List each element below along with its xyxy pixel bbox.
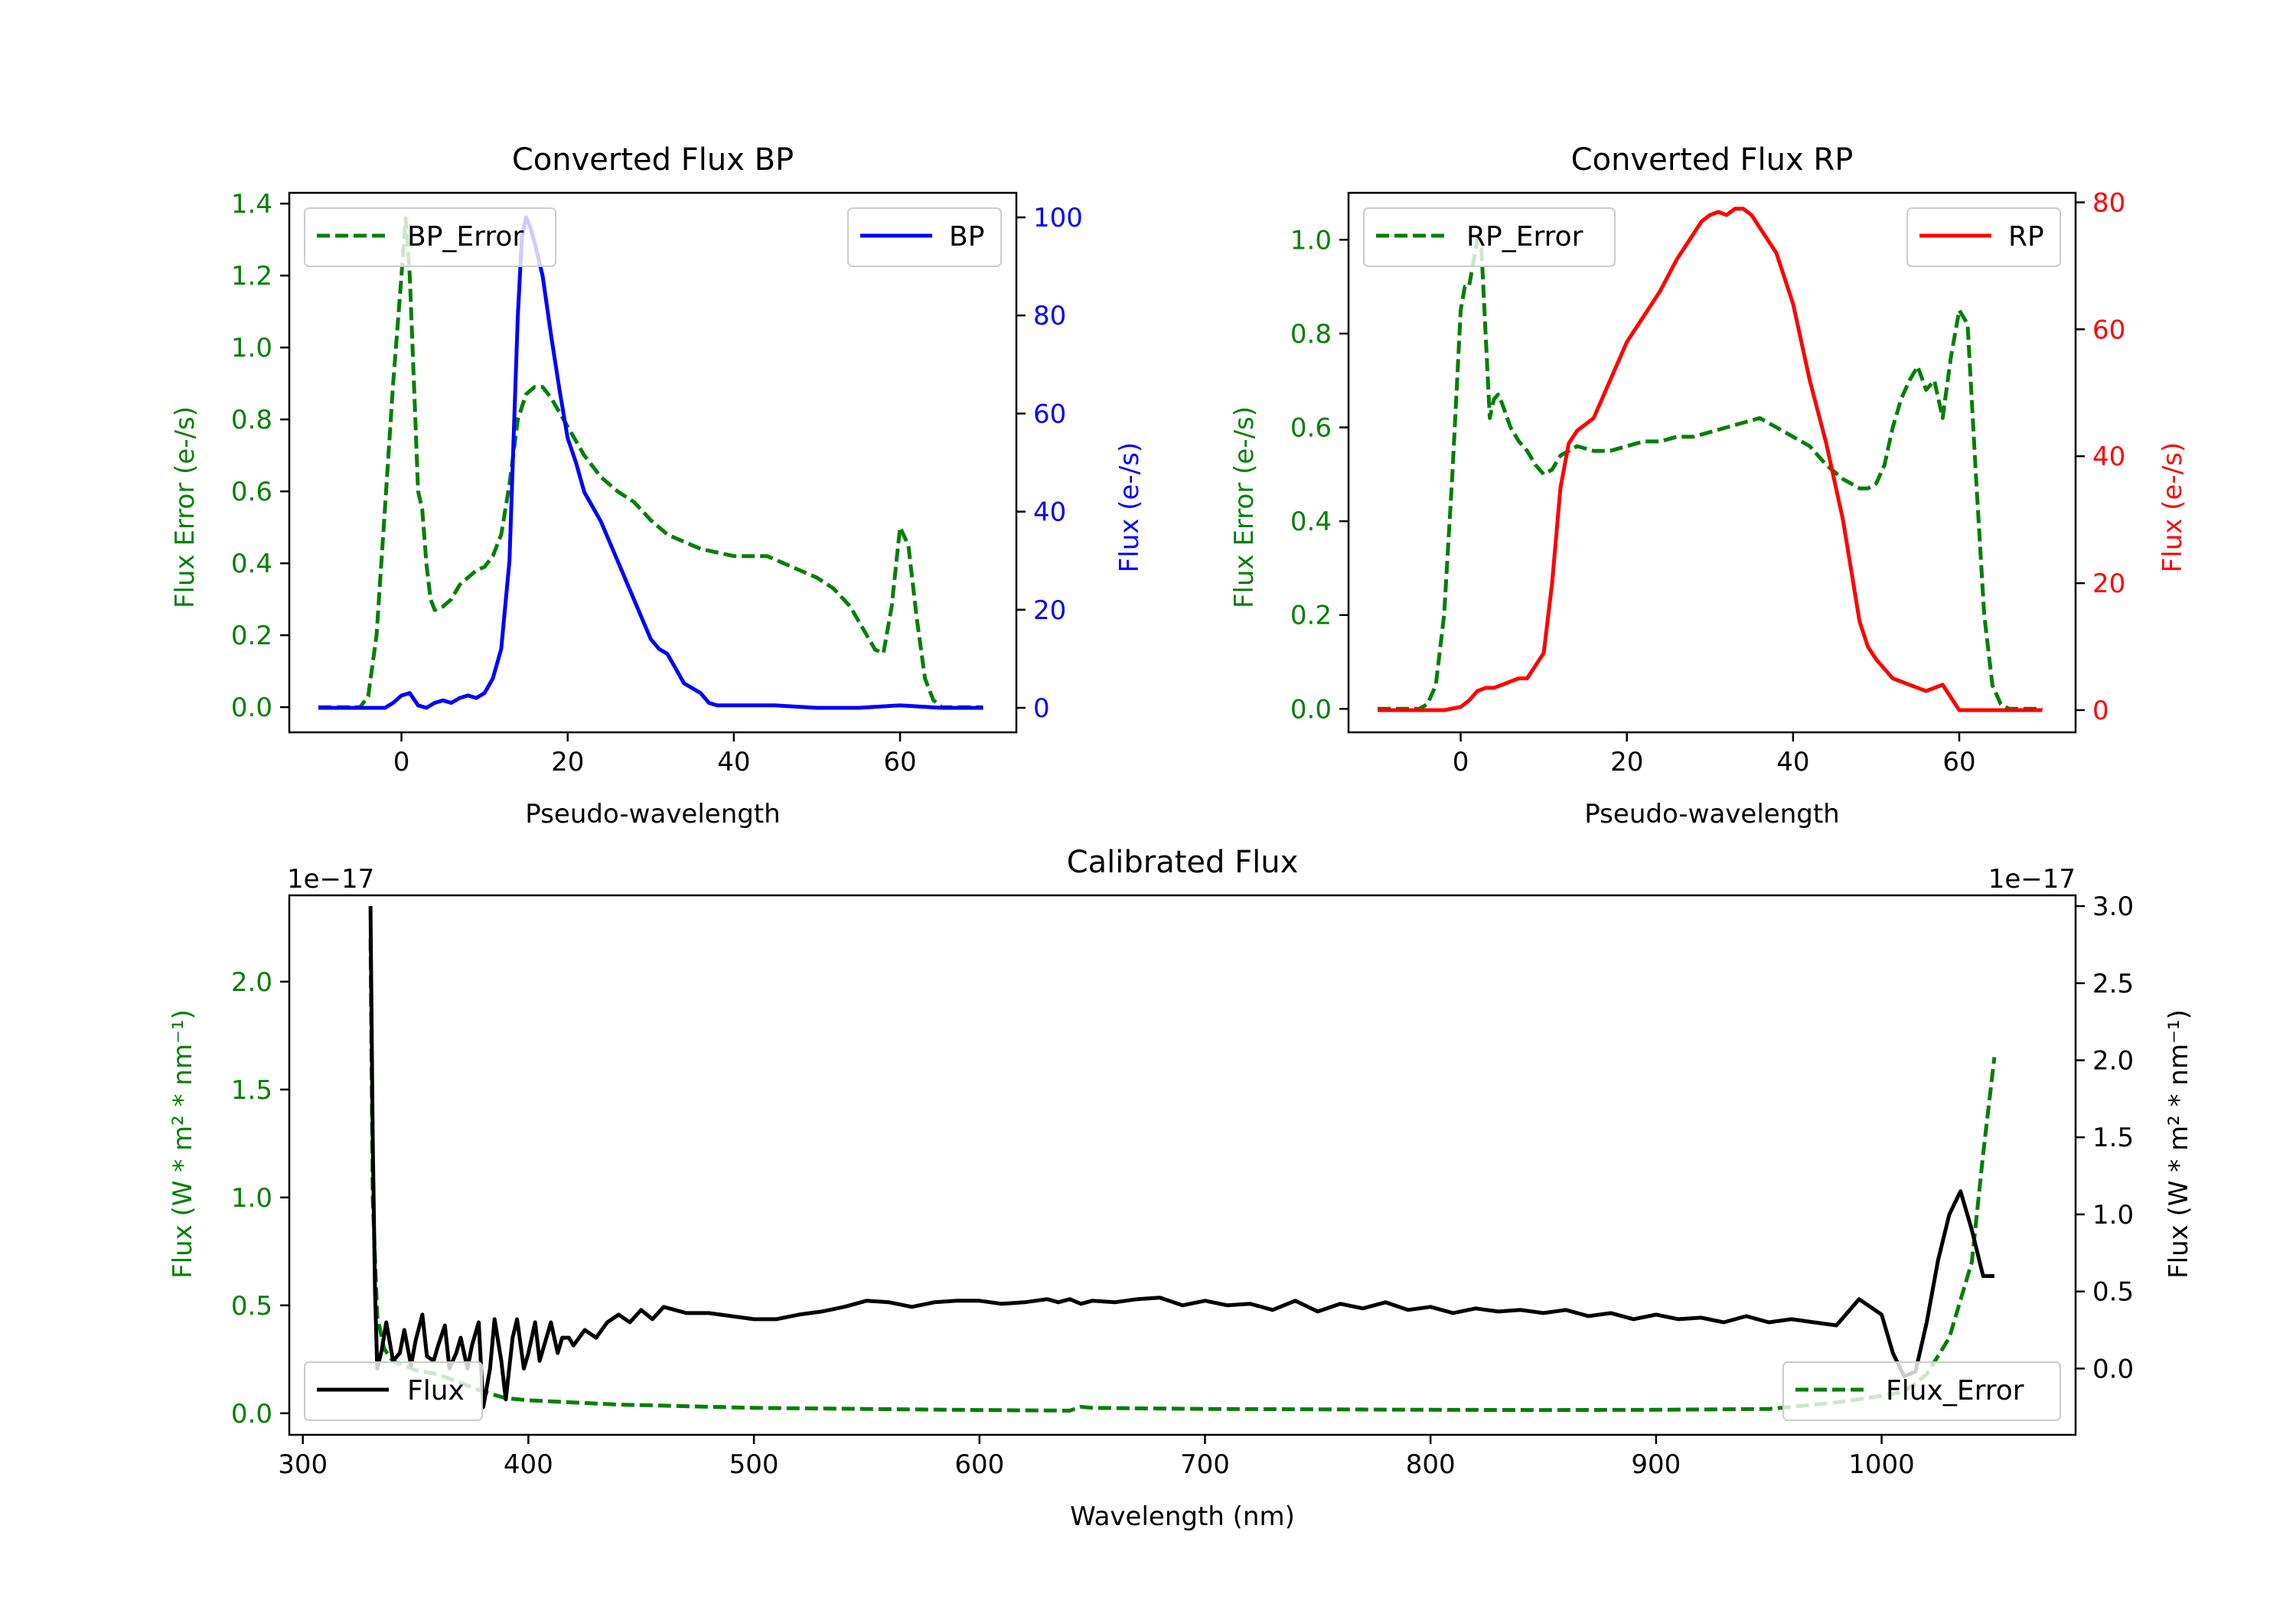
chart-title: Calibrated Flux [1067, 845, 1299, 880]
chart-title: Converted Flux RP [1571, 142, 1854, 178]
legend-rp: RP [1906, 207, 2061, 267]
plot-frame [1347, 191, 2077, 734]
y-tick-label-left: 1.4 [231, 189, 272, 220]
y-tick-label-left: 0.6 [1290, 413, 1332, 444]
y-tick-label-right: 2.5 [2092, 969, 2134, 999]
ticks: 0 20 40 60 0.0 0.2 0.4 0.6 0.8 1.0 0 20 40 60 80 [1290, 187, 2125, 777]
series-bp-line [318, 215, 983, 710]
series-flux-error-line [368, 938, 1997, 1413]
y-axis-label-left: Flux Error (e-/s) [1229, 406, 1260, 608]
series-bp-error-line [318, 216, 983, 709]
y-tick-label-left: 1.2 [231, 261, 272, 292]
x-axis-label: Wavelength (nm) [1070, 1501, 1295, 1532]
y-tick-label-left: 1.0 [231, 333, 272, 363]
subplot-calibrated: Calibrated Flux Wavelength (nm) Flux (W … [168, 845, 2194, 1532]
x-tick-label: 40 [717, 747, 750, 777]
legend-label: BP_Error [407, 221, 523, 253]
y-tick-label-left: 0.2 [1290, 601, 1332, 631]
x-tick-label: 1000 [1848, 1449, 1915, 1480]
series-group [318, 215, 983, 710]
x-axis-label: Pseudo-wavelength [525, 799, 780, 830]
x-tick-label: 600 [954, 1449, 1004, 1480]
y-tick-label-right: 3.0 [2092, 892, 2134, 922]
y-tick-label-right: 40 [2092, 442, 2125, 472]
y-tick-label-right: 20 [1033, 595, 1066, 626]
x-tick-label: 700 [1180, 1449, 1230, 1480]
y-tick-label-left: 0.8 [1290, 319, 1332, 350]
y-tick-label-right: 100 [1033, 203, 1083, 233]
ticks: 0 20 40 60 0.0 0.2 0.4 0.6 0.8 1.0 1.2 1.4 0 20 40 60 80… [231, 189, 1083, 777]
y-tick-label-right: 1.5 [2092, 1123, 2134, 1153]
y-tick-label-right: 60 [2092, 315, 2125, 345]
axis-offset-left: 1e−17 [287, 864, 374, 895]
chart-title: Converted Flux BP [512, 142, 794, 178]
legend-label: RP [2008, 221, 2044, 253]
y-axis-label-left: Flux (W * m² * nm⁻¹) [168, 1009, 198, 1279]
series-group [1378, 207, 2043, 712]
x-tick-label: 40 [1776, 747, 1809, 777]
legend-flux-error: Flux_Error [1782, 1361, 2061, 1421]
y-tick-label-left: 0.4 [231, 549, 272, 579]
y-tick-label-right: 0.5 [2092, 1277, 2134, 1308]
y-axis-label-right: Flux (e-/s) [2157, 442, 2188, 572]
legend-label: Flux [407, 1375, 465, 1407]
y-tick-label-left: 1.0 [231, 1183, 272, 1214]
y-tick-label-left: 0.2 [231, 621, 272, 651]
plot-frame [288, 191, 1018, 734]
x-tick-label: 60 [883, 747, 916, 777]
subplot-bp: Converted Flux BP Pseudo-wavelength Flux… [170, 142, 1145, 830]
x-tick-label: 0 [1453, 747, 1469, 777]
y-axis-label-left: Flux Error (e-/s) [170, 406, 201, 608]
y-axis-label-right: Flux (W * m² * nm⁻¹) [2164, 1009, 2194, 1279]
x-tick-label: 20 [551, 747, 584, 777]
series-flux-line [368, 906, 1994, 1410]
y-tick-label-right: 0 [1033, 693, 1050, 724]
y-tick-label-left: 0.4 [1290, 507, 1332, 537]
legend-flux: Flux [304, 1361, 483, 1421]
x-tick-label: 400 [504, 1449, 553, 1480]
y-tick-label-left: 1.5 [231, 1075, 272, 1106]
y-tick-label-left: 2.0 [231, 967, 272, 998]
y-tick-label-left: 0.5 [231, 1291, 272, 1322]
y-tick-label-right: 80 [1033, 301, 1066, 331]
y-tick-label-right: 0 [2092, 696, 2109, 726]
y-tick-label-right: 40 [1033, 497, 1066, 528]
x-tick-label: 0 [393, 747, 410, 777]
legend-rp-error: RP_Error [1363, 207, 1616, 267]
y-tick-label-left: 0.8 [231, 405, 272, 435]
y-axis-label-right: Flux (e-/s) [1114, 442, 1145, 572]
y-tick-label-right: 80 [2092, 187, 2125, 218]
y-tick-label-left: 0.0 [231, 1399, 272, 1429]
y-tick-label-left: 1.0 [1290, 225, 1332, 256]
plot-frame [288, 894, 2077, 1436]
y-tick-label-right: 0.0 [2092, 1354, 2134, 1384]
legend-bp: BP [847, 207, 1002, 267]
x-tick-label: 60 [1942, 747, 1975, 777]
y-tick-label-left: 0.0 [1290, 694, 1332, 725]
y-tick-label-right: 20 [2092, 569, 2125, 599]
x-tick-label: 300 [278, 1449, 328, 1480]
y-tick-label-left: 0.0 [231, 693, 272, 723]
x-tick-label: 900 [1631, 1449, 1681, 1480]
legend-label: RP_Error [1466, 221, 1583, 253]
legend-label: BP [949, 221, 984, 253]
x-tick-label: 800 [1406, 1449, 1456, 1480]
x-tick-label: 20 [1610, 747, 1643, 777]
series-group [368, 906, 1997, 1413]
x-axis-label: Pseudo-wavelength [1584, 799, 1839, 830]
x-tick-label: 500 [729, 1449, 779, 1480]
axis-offset-right: 1e−17 [1988, 864, 2076, 895]
ticks: 300 400 500 600 700 800 900 1000 0.0 0.5 1.0 1.5 2.0… [231, 892, 2134, 1480]
subplot-rp: Converted Flux RP Pseudo-wavelength Flux… [1229, 142, 2188, 830]
series-rp-error-line [1378, 237, 2043, 711]
y-tick-label-right: 60 [1033, 399, 1066, 429]
y-tick-label-left: 0.6 [231, 477, 272, 507]
y-tick-label-right: 1.0 [2092, 1200, 2134, 1231]
legend-label: Flux_Error [1886, 1375, 2024, 1407]
y-tick-label-right: 2.0 [2092, 1046, 2134, 1077]
series-rp-line [1378, 207, 2043, 712]
legend-bp-error: BP_Error [304, 207, 556, 267]
